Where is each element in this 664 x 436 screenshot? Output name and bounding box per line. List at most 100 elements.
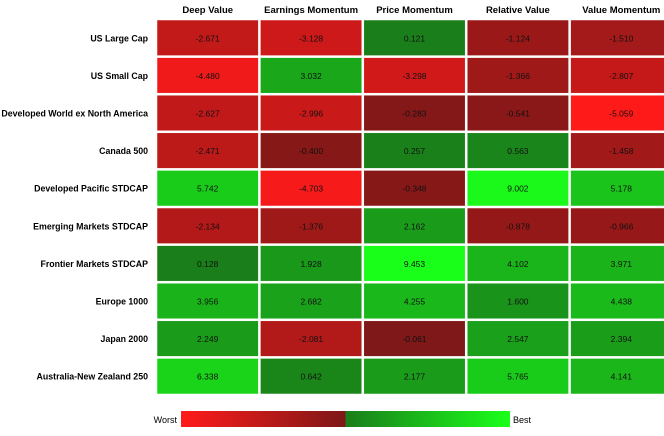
cell-value-label: -2.996: [299, 109, 323, 119]
cell-value-label: -1.366: [506, 71, 530, 81]
row-label: US Small Cap: [91, 71, 149, 81]
heatmap-cell: [260, 358, 363, 395]
cell-value-label: -1.376: [299, 221, 323, 231]
legend-best-label: Best: [513, 415, 532, 425]
cell-value-label: -0.348: [402, 184, 426, 194]
cell-value-label: 6.338: [197, 372, 219, 382]
heatmap-cell: [570, 19, 664, 56]
cell-value-label: -3.298: [402, 71, 426, 81]
cell-value-label: 1.600: [507, 297, 529, 307]
heatmap-cell: [466, 282, 569, 320]
heatmap-cell: [260, 19, 363, 56]
heatmap-cell: [260, 132, 363, 169]
heatmap-cell: [363, 57, 466, 94]
cell-value-label: 3.032: [300, 71, 322, 81]
cell-value-label: 0.121: [404, 33, 426, 43]
heatmap-cell: [156, 320, 259, 357]
legend-color-bar: [181, 411, 510, 427]
cell-value-label: 4.438: [611, 297, 633, 307]
row-label: US Large Cap: [90, 33, 148, 43]
heatmap-cell: [570, 320, 664, 357]
cell-value-label: 4.102: [507, 259, 529, 269]
row-label: Europe 1000: [96, 297, 148, 307]
column-header: Deep Value: [182, 5, 233, 16]
cell-value-label: 3.956: [197, 297, 219, 307]
cell-value-label: 0.128: [197, 259, 219, 269]
cell-value-label: -0.966: [609, 221, 633, 231]
column-header: Relative Value: [486, 5, 550, 16]
heatmap-cell: [570, 358, 664, 395]
heatmap-cell: [363, 170, 466, 207]
cell-value-label: 9.453: [404, 259, 426, 269]
heatmap-cell: [156, 94, 259, 132]
heatmap-cell: [260, 245, 363, 282]
heatmap-cell: [363, 282, 466, 320]
cell-value-label: -2.471: [196, 146, 220, 156]
heatmap-cell: [156, 282, 259, 320]
legend-worst-label: Worst: [154, 415, 178, 425]
row-label: Canada 500: [99, 146, 148, 156]
heatmap-cell: [570, 207, 664, 244]
cell-value-label: 9.002: [507, 184, 529, 194]
heatmap-cell: [570, 94, 664, 132]
heatmap-cell: [466, 57, 569, 94]
cell-value-label: -2.671: [196, 33, 220, 43]
cell-value-label: 4.255: [404, 297, 426, 307]
heatmap-cell: [260, 282, 363, 320]
cell-value-label: -2.627: [196, 109, 220, 119]
cell-value-label: -4.480: [196, 71, 220, 81]
heatmap-cell: [570, 57, 664, 94]
heatmap-cell: [260, 207, 363, 244]
row-label: Developed World ex North America: [1, 109, 148, 119]
heatmap-cell: [570, 282, 664, 320]
cell-value-label: -2.081: [299, 334, 323, 344]
heatmap-cell: [156, 245, 259, 282]
cell-value-label: -5.059: [609, 109, 633, 119]
cell-value-label: 3.971: [611, 259, 633, 269]
cell-value-label: -1.458: [609, 146, 633, 156]
heatmap-cell: [260, 320, 363, 357]
heatmap-cell: [363, 320, 466, 357]
cell-value-label: -0.878: [506, 221, 530, 231]
cell-value-label: -3.128: [299, 33, 323, 43]
heatmap-cell: [570, 245, 664, 282]
heatmap-cell: [466, 94, 569, 132]
cell-value-label: -0.400: [299, 146, 323, 156]
column-header: Earnings Momentum: [264, 5, 358, 16]
heatmap-cell: [570, 170, 664, 207]
heatmap-cell: [466, 320, 569, 357]
cell-value-label: 2.547: [507, 334, 529, 344]
row-label: Developed Pacific STDCAP: [34, 184, 148, 194]
row-label: Emerging Markets STDCAP: [33, 221, 148, 231]
heatmap-cell: [466, 207, 569, 244]
row-label: Japan 2000: [101, 334, 149, 344]
cell-value-label: -1.510: [609, 33, 633, 43]
heatmap-cell: [156, 358, 259, 395]
column-header: Value Momentum: [582, 5, 660, 16]
cell-value-label: -2.807: [609, 71, 633, 81]
heatmap-cell: [466, 19, 569, 56]
heatmap-cell: [363, 19, 466, 56]
cell-value-label: 2.162: [404, 221, 426, 231]
cell-value-label: 0.563: [507, 146, 529, 156]
cell-value-label: 5.178: [611, 184, 633, 194]
cell-value-label: 2.394: [611, 334, 633, 344]
heatmap-cell: [466, 245, 569, 282]
column-header: Price Momentum: [376, 5, 453, 16]
heatmap-cell: [260, 57, 363, 94]
cell-value-label: -2.134: [196, 221, 220, 231]
heatmap-cell: [156, 19, 259, 56]
row-label: Frontier Markets STDCAP: [40, 259, 148, 269]
heatmap-cell: [570, 132, 664, 169]
heatmap-cell: [260, 94, 363, 132]
heatmap-cell: [363, 132, 466, 169]
cell-value-label: 4.141: [611, 372, 633, 382]
cell-value-label: 0.642: [300, 372, 322, 382]
heatmap-cell: [156, 132, 259, 169]
cell-value-label: 1.928: [300, 259, 322, 269]
cell-value-label: -0.283: [402, 109, 426, 119]
heatmap-cell: [156, 57, 259, 94]
heatmap-cell: [363, 94, 466, 132]
cell-value-label: 5.742: [197, 184, 219, 194]
